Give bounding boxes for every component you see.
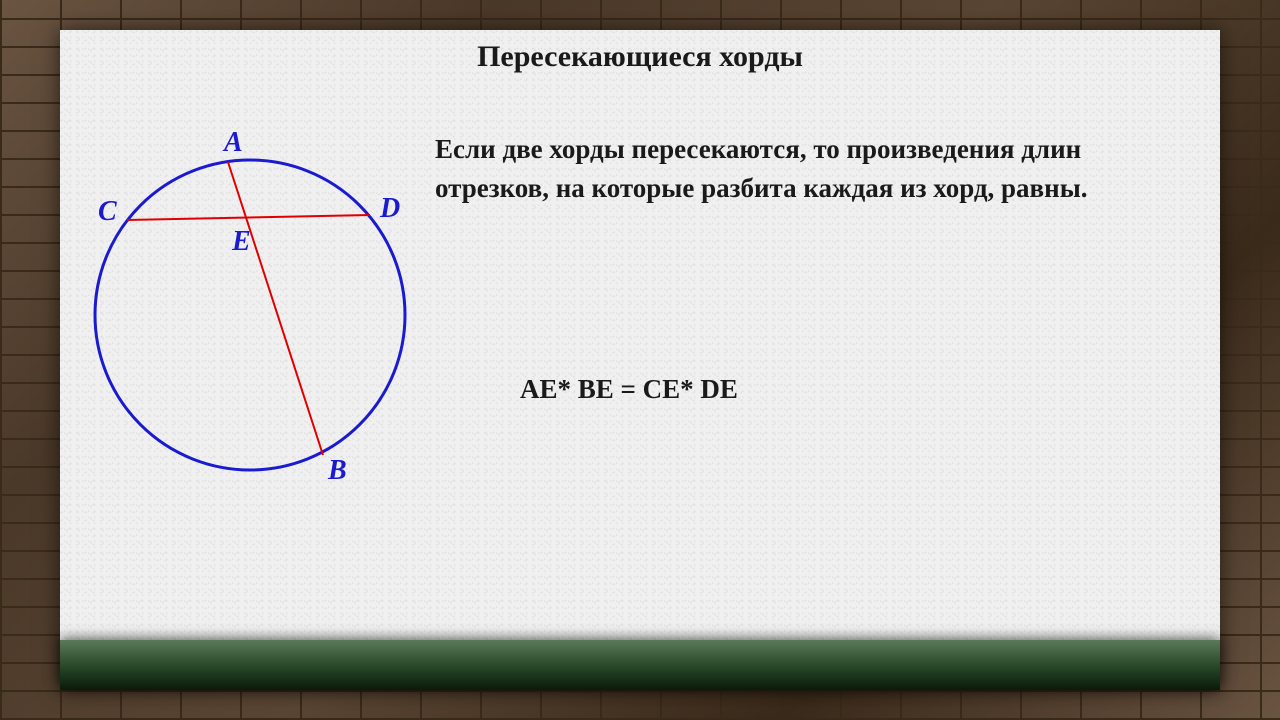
formula-text: AE* BE = CE* DE <box>520 370 738 409</box>
content-area: Пересекающиеся хорды A C D E B Если две хорд… <box>60 30 1220 690</box>
slide-frame: Пересекающиеся хорды A C D E B Если две хорд… <box>0 0 1280 720</box>
label-D: D <box>379 193 400 224</box>
chord-CD <box>127 215 370 220</box>
label-E: E <box>231 226 251 257</box>
label-C: C <box>98 196 117 227</box>
bottom-bar <box>60 640 1220 690</box>
chord-AB <box>228 162 323 455</box>
circle <box>95 160 405 470</box>
slide-title: Пересекающиеся хорды <box>60 40 1220 74</box>
diagram-svg: A C D E B <box>80 105 420 485</box>
label-B: B <box>327 455 347 485</box>
label-A: A <box>222 127 243 158</box>
diagram-intersecting-chords: A C D E B <box>80 105 420 485</box>
theorem-text: Если две хорды пересекаются, то произвед… <box>435 130 1180 208</box>
